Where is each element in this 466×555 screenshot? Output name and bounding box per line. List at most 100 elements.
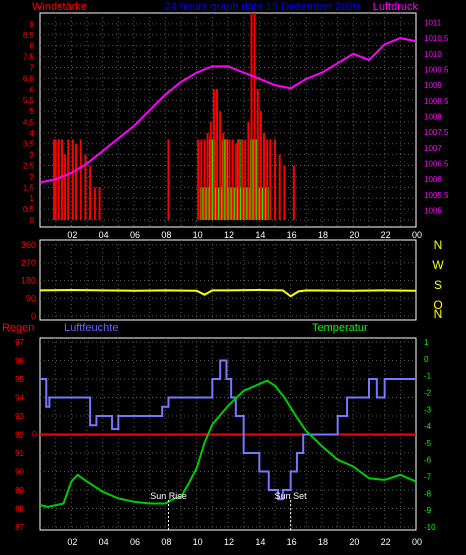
temperature-y-tick-label: -4 [424, 422, 432, 431]
humidity-line [40, 359, 416, 501]
climate-x-tick-label: 08 [161, 537, 171, 547]
pressure-y-tick-label: 1009 [424, 81, 442, 90]
wind-bar [212, 89, 215, 221]
wind-bar [266, 139, 269, 220]
compass-w: W [432, 258, 444, 272]
climate-panel-grid [40, 338, 416, 530]
pressure-y-tick-label: 1006.5 [424, 160, 449, 169]
wind-y-tick-label: 1.5 [23, 183, 35, 192]
wind-bar [219, 111, 222, 220]
wind-x-axis: 02 04 06 08 10 12 14 16 18 20 22 00 [67, 230, 422, 240]
gust-bar [209, 139, 216, 220]
pressure-y-axis: 1005 1005.5 1006 1006.5 1007 1007.5 1008 1008.5… [424, 18, 449, 215]
wind-bar [234, 143, 237, 220]
pressure-y-tick-label: 1009.5 [424, 65, 449, 74]
wind-bar [79, 139, 82, 220]
wind-y-tick-label: 3.5 [23, 140, 35, 149]
humidity-y-tick-label: 89 [15, 486, 24, 495]
pressure-title: Luftdruck [373, 1, 419, 13]
rain-zero-label: 0 [32, 430, 37, 440]
wind-bar [283, 165, 286, 220]
pressure-y-tick-label: 1005 [424, 207, 442, 216]
humidity-y-tick-label: 88 [15, 505, 24, 514]
temperature-title: Temperatur [312, 322, 368, 334]
climate-x-tick-label: 22 [381, 537, 391, 547]
wind-bar [89, 165, 92, 220]
wind-bar [231, 139, 234, 220]
wind-bar [57, 139, 60, 220]
pressure-y-tick-label: 1006 [424, 175, 442, 184]
wind-bar [67, 139, 70, 220]
wind-bar [225, 139, 228, 220]
wind-x-tick-label: 18 [318, 230, 328, 240]
wind-y-tick-label: 8 [30, 42, 35, 51]
wind-bar [228, 139, 231, 220]
humidity-y-tick-label: 87 [15, 523, 24, 532]
wind-title: Windstärke [32, 1, 87, 13]
climate-x-tick-label: 12 [224, 537, 234, 547]
temperature-line [39, 379, 417, 508]
pressure-y-tick-label: 1008.5 [424, 97, 449, 106]
wind-bar [167, 139, 170, 220]
wind-bar [292, 165, 295, 220]
wind-bar [206, 132, 209, 220]
wind-bar [75, 143, 78, 220]
pressure-y-tick-label: 1008 [424, 113, 442, 122]
pressure-y-tick-label: 1011 [424, 18, 442, 27]
pressure-y-tick-label: 1005.5 [424, 191, 449, 200]
wind-y-tick-label: 7.5 [23, 53, 35, 62]
climate-x-tick-label: 02 [67, 537, 77, 547]
temperature-y-tick-label: -5 [424, 439, 432, 448]
wind-y-tick-label: 7 [30, 63, 35, 72]
wind-bars [53, 13, 295, 221]
climate-x-tick-label: 10 [193, 537, 203, 547]
wind-y-axis: 0 0.5 1 1.5 22.5 3 3.5 4 4.5 5 5.5 6 6.5 77.5 8 8.5 9 [23, 20, 35, 225]
direction-y-axis: 0 90 180 270 360 [21, 240, 36, 321]
direction-y-tick-label: 180 [21, 276, 36, 286]
temperature-y-tick-label: 0 [424, 355, 429, 364]
compass-s: S [434, 278, 442, 292]
wind-y-tick-label: 0 [30, 216, 35, 225]
wind-y-tick-label: 5.5 [23, 96, 35, 105]
wind-bar [98, 187, 101, 220]
temperature-y-tick-label: -1 [424, 372, 432, 381]
wind-bar [241, 139, 244, 220]
wind-x-tick-label: 00 [412, 230, 422, 240]
climate-x-tick-label: 04 [99, 537, 109, 547]
pressure-y-tick-label: 1007.5 [424, 128, 449, 137]
humidity-y-axis: 87 88 89 90 91 92 93 94 95 96 97 [15, 338, 24, 532]
temperature-y-tick-label: -2 [424, 388, 432, 397]
wind-bar [216, 89, 219, 221]
wind-bar [250, 13, 253, 220]
wind-bar [222, 132, 225, 220]
rain-title: Regen [2, 322, 34, 334]
climate-x-tick-label: 00 [412, 537, 422, 547]
pressure-line [39, 37, 417, 184]
wind-y-tick-label: 6 [30, 85, 35, 94]
wind-y-tick-label: 9 [30, 20, 35, 29]
wind-bar [256, 89, 259, 221]
wind-bar [203, 139, 206, 220]
wind-bar [60, 139, 63, 220]
pressure-y-tick-label: 1010.5 [424, 34, 449, 43]
temperature-y-tick-label: -9 [424, 506, 432, 515]
wind-bar [84, 154, 87, 220]
wind-bar [274, 139, 276, 220]
wind-x-tick-label: 02 [67, 230, 77, 240]
humidity-y-tick-label: 96 [15, 357, 24, 366]
wind-x-tick-label: 04 [99, 230, 109, 240]
temperature-y-tick-label: -10 [424, 523, 436, 532]
wind-y-tick-label: 8.5 [23, 31, 35, 40]
temperature-y-tick-label: -6 [424, 456, 432, 465]
climate-x-tick-label: 14 [255, 537, 265, 547]
wind-bar [247, 121, 250, 220]
wind-bar [200, 139, 203, 220]
climate-x-tick-label: 16 [287, 537, 297, 547]
humidity-y-tick-label: 94 [15, 394, 24, 403]
wind-bar [197, 139, 200, 220]
wind-x-tick-label: 20 [349, 230, 359, 240]
humidity-y-tick-label: 95 [15, 375, 24, 384]
direction-line [39, 288, 417, 298]
pressure-y-tick-label: 1007 [424, 144, 442, 153]
